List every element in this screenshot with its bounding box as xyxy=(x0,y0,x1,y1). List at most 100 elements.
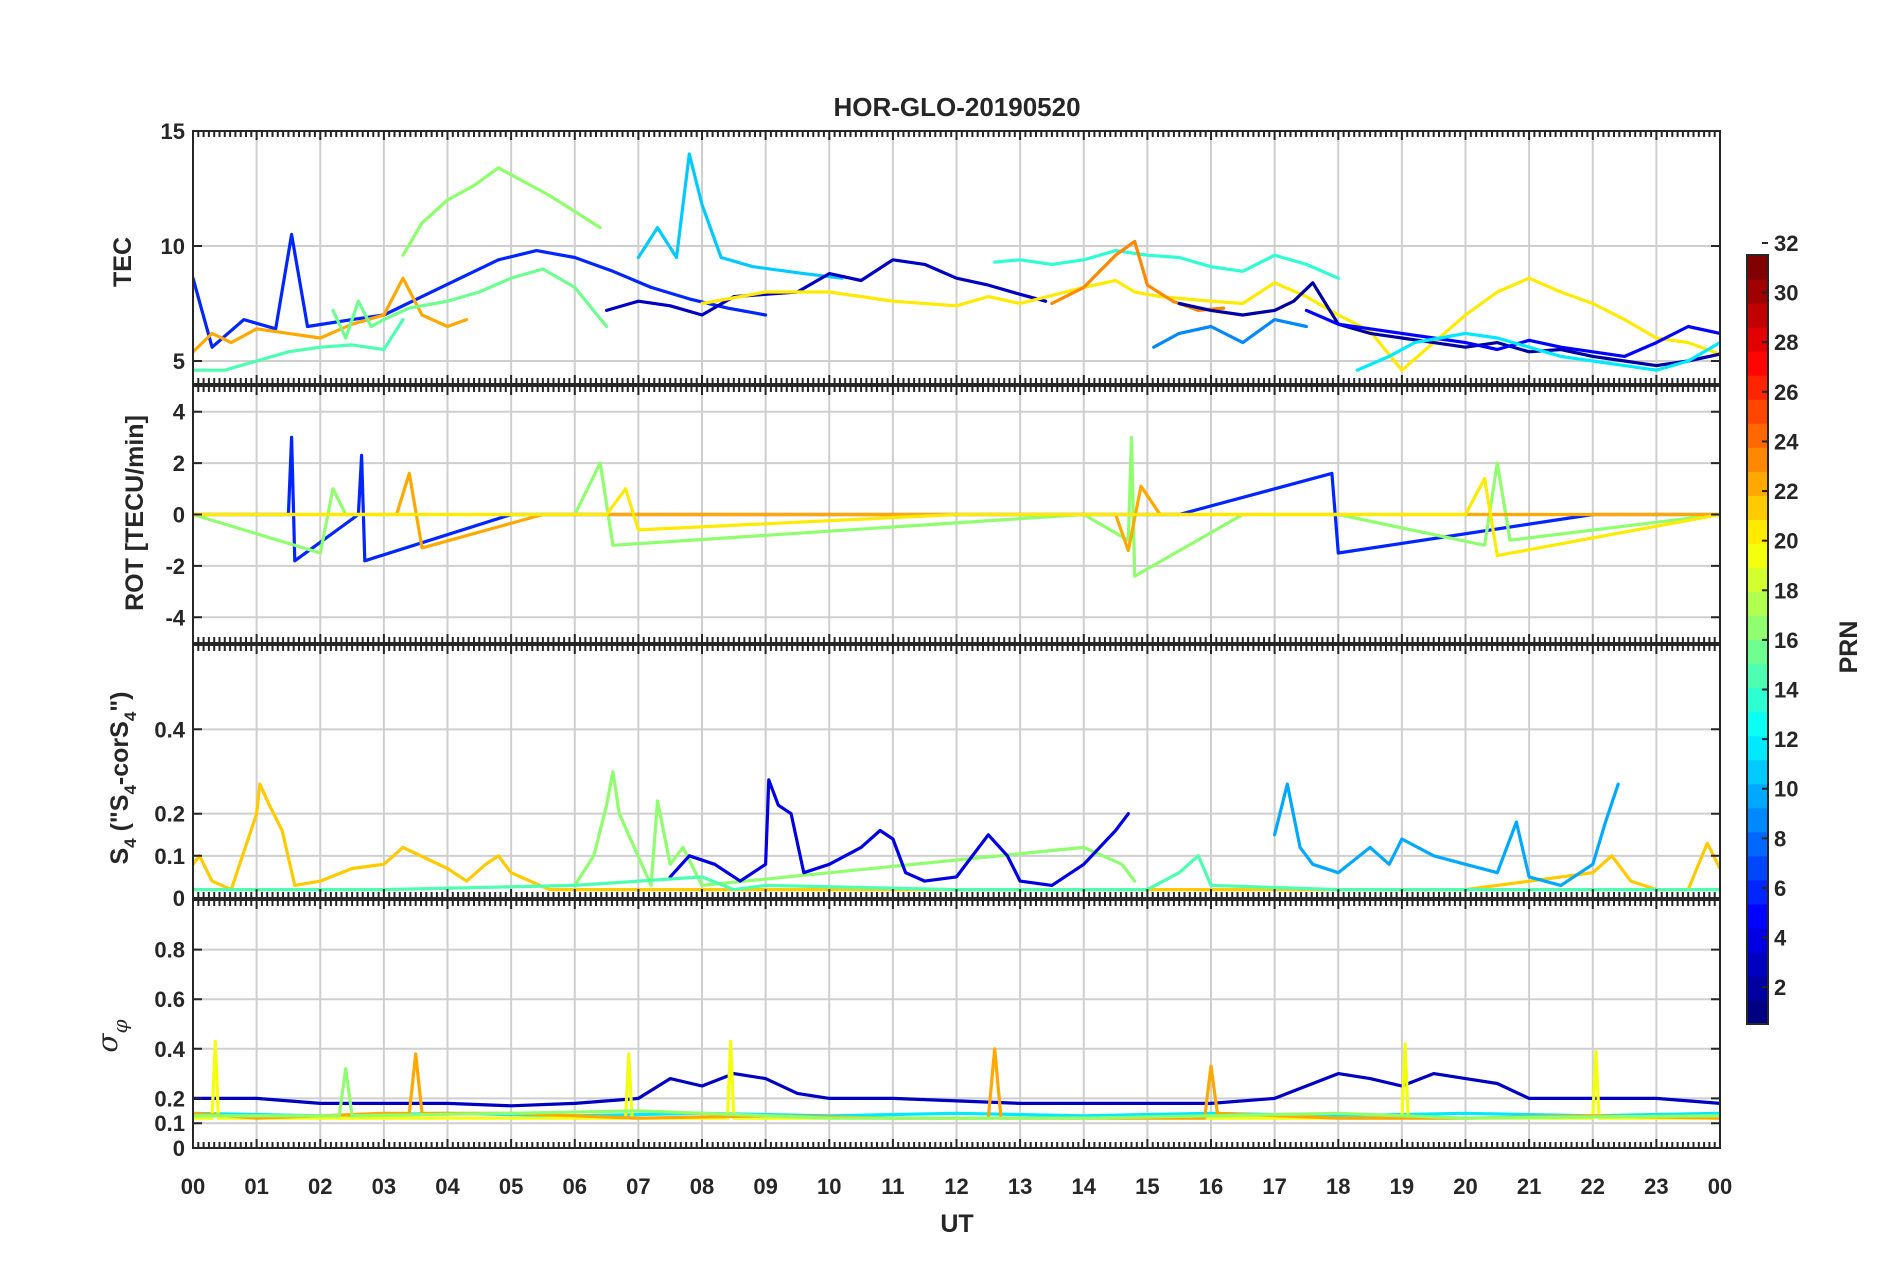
x-axis-label: UT xyxy=(940,1210,973,1238)
x-tick-label: 16 xyxy=(1199,1174,1223,1199)
x-tick-label: 12 xyxy=(944,1174,968,1199)
colorbar-swatch-10 xyxy=(1747,783,1768,809)
tec-series-prn-17 xyxy=(401,166,602,257)
colorbar-swatch-24 xyxy=(1747,447,1768,472)
colorbar-swatch-9 xyxy=(1747,807,1768,833)
tec-y-axis-label: TEC xyxy=(109,237,137,287)
x-tick-label: 19 xyxy=(1390,1174,1414,1199)
colorbar-tick-label: 30 xyxy=(1774,281,1798,306)
colorbar-swatch-25 xyxy=(1747,423,1768,448)
s4-series-prn-15 xyxy=(193,854,1720,892)
colorbar-swatch-26 xyxy=(1747,399,1768,424)
colorbar-swatch-1 xyxy=(1747,999,1768,1025)
tec-series-prn-12 xyxy=(1355,331,1720,372)
tec-y-tick-label: 10 xyxy=(161,234,185,259)
colorbar-tick-label: 18 xyxy=(1774,578,1798,603)
x-tick-label: 09 xyxy=(753,1174,777,1199)
tec-series-prn-23 xyxy=(193,276,469,354)
colorbar-swatch-15 xyxy=(1747,663,1768,689)
colorbar-swatch-28 xyxy=(1747,351,1768,376)
x-tick-label: 01 xyxy=(244,1174,268,1199)
colorbar-tick-label: 16 xyxy=(1774,628,1798,653)
rot-y-ticks xyxy=(193,410,1720,619)
tec-series-prn-5 xyxy=(1304,308,1720,358)
tec-axes-box xyxy=(192,130,1721,385)
colorbar-swatch-27 xyxy=(1747,375,1768,400)
rot-y-tick-label: 2 xyxy=(173,451,185,476)
tec-series-prn-2 xyxy=(1177,281,1720,368)
rot-series-prn-17 xyxy=(193,435,1720,578)
colorbar-tick-label: 4 xyxy=(1774,926,1787,951)
tec-series-prn-9 xyxy=(1152,318,1309,349)
colorbar-tick-label: 24 xyxy=(1774,429,1799,454)
colorbar-swatch-22 xyxy=(1747,495,1768,520)
colorbar-swatch-3 xyxy=(1747,951,1768,977)
s4-series-prn-10 xyxy=(1272,782,1620,888)
colorbar-tick-label: 26 xyxy=(1774,380,1798,405)
tec-y-tick-label: 15 xyxy=(161,119,185,144)
x-tick-labels: 00 01 02 03 04 05 06 07 08 09 10 11 12 13 14 15 16 17 18 19… xyxy=(181,1174,1732,1199)
x-tick-label: 23 xyxy=(1644,1174,1668,1199)
x-tick-label: 18 xyxy=(1326,1174,1350,1199)
chart-title: HOR-GLO-20190520 xyxy=(833,92,1080,122)
colorbar-swatch-12 xyxy=(1747,735,1768,761)
x-tick-label: 20 xyxy=(1453,1174,1477,1199)
sigma-series-group xyxy=(193,1039,1720,1120)
colorbar-tick-label: 10 xyxy=(1774,777,1798,802)
rot-y-axis-label: ROT [TECU/min] xyxy=(121,415,149,611)
sigma-y-tick-label: 0.4 xyxy=(154,1037,185,1062)
tec-series-prn-16 xyxy=(331,267,609,340)
colorbar-swatch-13 xyxy=(1747,711,1768,737)
x-tick-label: 05 xyxy=(499,1174,523,1199)
s4-y-tick-label: 0.4 xyxy=(154,717,185,742)
colorbar-swatch-23 xyxy=(1747,471,1768,496)
sigma-y-tick-label: 0 xyxy=(173,1136,185,1161)
tec-series-prn-21 xyxy=(700,276,1720,372)
s4-series-group xyxy=(193,769,1720,892)
rot-y-tick-label: -2 xyxy=(165,554,185,579)
colorbar-swatch-11 xyxy=(1747,759,1768,785)
colorbar-label: PRN xyxy=(1835,621,1863,674)
x-tick-label: 11 xyxy=(881,1174,904,1199)
colorbar-swatch-17 xyxy=(1747,615,1768,641)
x-tick-label: 17 xyxy=(1262,1174,1286,1199)
sigma-axes-box xyxy=(192,899,1721,1149)
colorbar-swatch-14 xyxy=(1747,687,1768,713)
colorbar-swatch-19 xyxy=(1747,567,1768,593)
rot-y-tick-label: 4 xyxy=(173,400,186,425)
x-tick-label: 15 xyxy=(1135,1174,1159,1199)
colorbar-swatch-2 xyxy=(1747,975,1768,1001)
colorbar-tick-label: 12 xyxy=(1774,727,1798,752)
x-tick-label: 14 xyxy=(1072,1174,1097,1199)
s4-y-axis-label: S4 ("S4-corS4") xyxy=(106,692,140,865)
sigma-panel: 00.10.2 0.4 0.6 0.8 xyxy=(154,899,1721,1161)
rot-axes-box xyxy=(192,385,1721,644)
tec-series-prn-3 xyxy=(604,258,1048,317)
colorbar-swatch-30 xyxy=(1747,303,1768,328)
rot-panel: -4 -2 0 2 4 xyxy=(165,385,1721,644)
s4-panel: 0 0.1 0.2 0.4 xyxy=(154,644,1721,911)
colorbar-swatch-20 xyxy=(1747,543,1768,569)
tec-series-prn-15 xyxy=(193,318,405,372)
colorbar-swatch-16 xyxy=(1747,639,1768,665)
colorbar-swatch-32 xyxy=(1747,255,1768,280)
tec-y-tick-label: 5 xyxy=(173,349,185,374)
tec-series-group xyxy=(193,152,1720,372)
x-tick-label: 21 xyxy=(1517,1174,1541,1199)
colorbar-swatch-5 xyxy=(1747,903,1768,929)
sigma-phi-y-axis-label: σφ xyxy=(91,1019,132,1052)
sigma-series-prn-17 xyxy=(193,1066,1720,1120)
colorbar-tick-label: 2 xyxy=(1774,975,1786,1000)
s4-series-prn-17 xyxy=(573,769,1137,888)
colorbar-tick-label: 32 xyxy=(1774,231,1798,256)
x-tick-label: 13 xyxy=(1008,1174,1032,1199)
tec-series-prn-24 xyxy=(1050,239,1226,312)
x-tick-label: 07 xyxy=(626,1174,650,1199)
rot-series-group xyxy=(193,435,1720,578)
x-tick-label: 10 xyxy=(817,1174,841,1199)
colorbar-tick-label: 20 xyxy=(1774,529,1798,554)
tec-series-prn-14 xyxy=(993,249,1340,280)
colorbar-tick-label: 22 xyxy=(1774,479,1798,504)
